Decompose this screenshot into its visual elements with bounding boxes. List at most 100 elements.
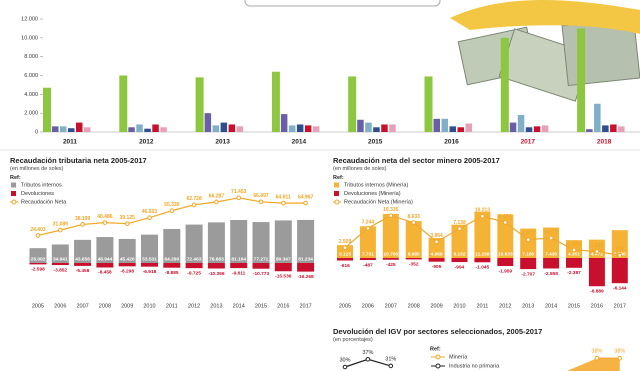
x-tick-label: 2016 bbox=[277, 303, 289, 309]
legend-label: Tributos internos (Minería) bbox=[344, 182, 408, 188]
bar-value-label: 7.180 bbox=[522, 251, 534, 257]
y-tick-label: 2.000 bbox=[24, 111, 38, 117]
line-point bbox=[365, 357, 371, 362]
bar-value-label: 81.234 bbox=[298, 256, 313, 262]
line-value-label: 8.633 bbox=[407, 214, 420, 220]
bar-value-label: 28.002 bbox=[31, 256, 46, 262]
bar bbox=[543, 258, 560, 269]
bar-value-label: 3.125 bbox=[339, 251, 351, 257]
bar bbox=[204, 113, 212, 132]
bar-value-label: 48.944 bbox=[98, 256, 113, 262]
x-tick-label: 2015 bbox=[568, 303, 580, 309]
bar bbox=[212, 125, 220, 132]
x-tick-label: 2017 bbox=[521, 139, 536, 146]
line-value-label: 64.811 bbox=[276, 194, 291, 200]
line-point bbox=[191, 202, 197, 208]
bar-value-label: -5.458 bbox=[76, 268, 90, 274]
bar bbox=[118, 238, 136, 263]
line-point bbox=[258, 199, 264, 205]
bar-value-label: -10.396 bbox=[208, 271, 225, 277]
bar bbox=[51, 263, 69, 266]
line-point bbox=[457, 226, 462, 232]
line-value-label: 71.453 bbox=[231, 189, 247, 195]
bar bbox=[405, 258, 422, 260]
x-tick-label: 2014 bbox=[292, 139, 307, 146]
bar-value-label: 81.164 bbox=[231, 256, 246, 262]
line-value-label: 4.473 bbox=[522, 231, 535, 237]
line-value-label: 8.674 bbox=[499, 214, 512, 220]
bar bbox=[207, 263, 225, 269]
x-tick-label: 2007 bbox=[385, 303, 397, 309]
line-value-label: 38% bbox=[591, 349, 602, 355]
line-value-label: 31.089 bbox=[53, 221, 69, 227]
bar bbox=[274, 263, 292, 272]
bar-value-label: 80.347 bbox=[276, 256, 291, 262]
bar-value-label: -15.536 bbox=[275, 273, 292, 279]
bar bbox=[382, 258, 399, 260]
line-point bbox=[548, 235, 554, 241]
line-point bbox=[342, 364, 348, 370]
line-point bbox=[35, 233, 41, 238]
legend-swatch bbox=[334, 191, 339, 196]
bar-value-label: -352 bbox=[409, 262, 419, 268]
bar-value-label: 72.463 bbox=[187, 256, 202, 262]
bar-value-label: 10.633 bbox=[498, 251, 513, 257]
line-value-label: 1.583 bbox=[591, 243, 604, 249]
bar bbox=[602, 125, 609, 132]
x-tick-label: 2009 bbox=[430, 303, 442, 309]
bar-value-label: -616 bbox=[340, 263, 350, 269]
line-value-label: 55.330 bbox=[164, 202, 180, 208]
line-point bbox=[342, 245, 348, 251]
x-tick-label: 2016 bbox=[591, 303, 603, 309]
bar bbox=[160, 127, 167, 132]
bar bbox=[566, 258, 582, 268]
bar-value-label: -905 bbox=[432, 264, 442, 270]
bar bbox=[304, 125, 312, 132]
chart-subtitle: (en millones de soles) bbox=[10, 166, 64, 172]
legend-title: Ref: bbox=[333, 175, 344, 181]
bar bbox=[68, 128, 75, 132]
bar-value-label: -6.144 bbox=[613, 285, 627, 291]
y-tick-label: 12.000 bbox=[21, 16, 38, 22]
x-tick-label: 2015 bbox=[255, 303, 267, 309]
bar bbox=[357, 119, 364, 132]
bar bbox=[618, 126, 625, 132]
bar bbox=[76, 122, 83, 132]
line-point bbox=[617, 355, 623, 361]
x-tick-label: 2009 bbox=[121, 303, 133, 309]
legend-label: Devoluciones (Minería) bbox=[344, 191, 401, 197]
bar bbox=[74, 263, 92, 266]
bar-value-label: 76.683 bbox=[209, 256, 224, 262]
bar-value-label: -9.725 bbox=[187, 270, 201, 276]
x-tick-label: 2006 bbox=[362, 303, 374, 309]
x-tick-label: 2010 bbox=[453, 303, 465, 309]
x-tick-label: 2012 bbox=[139, 139, 154, 146]
legend-label: Recaudación Neta bbox=[21, 199, 67, 205]
bar bbox=[389, 124, 396, 132]
line-point bbox=[503, 220, 508, 225]
bar-value-label: -425 bbox=[386, 262, 396, 268]
gold-swoosh bbox=[450, 0, 640, 34]
line-point bbox=[236, 195, 241, 201]
line-point bbox=[388, 363, 394, 369]
bar bbox=[520, 258, 537, 270]
bar-value-label: 10.760 bbox=[383, 251, 398, 257]
bar bbox=[497, 258, 514, 267]
line-point bbox=[214, 199, 219, 205]
line-value-label: 7.244 bbox=[362, 220, 375, 226]
bar bbox=[195, 77, 204, 132]
bar bbox=[428, 238, 445, 258]
bar-value-label: 4.351 bbox=[568, 251, 580, 257]
x-tick-label: 2005 bbox=[32, 303, 44, 309]
bar bbox=[451, 224, 468, 258]
bar bbox=[141, 263, 158, 267]
bar bbox=[428, 258, 445, 262]
x-tick-label: 2016 bbox=[444, 139, 459, 146]
legend-label: Tributos internos bbox=[21, 182, 62, 188]
line-point bbox=[365, 225, 371, 231]
legend-marker bbox=[435, 354, 441, 360]
line-value-label: 40.486 bbox=[97, 214, 113, 220]
bar bbox=[163, 228, 181, 263]
bar bbox=[52, 126, 59, 132]
bar bbox=[297, 219, 315, 263]
